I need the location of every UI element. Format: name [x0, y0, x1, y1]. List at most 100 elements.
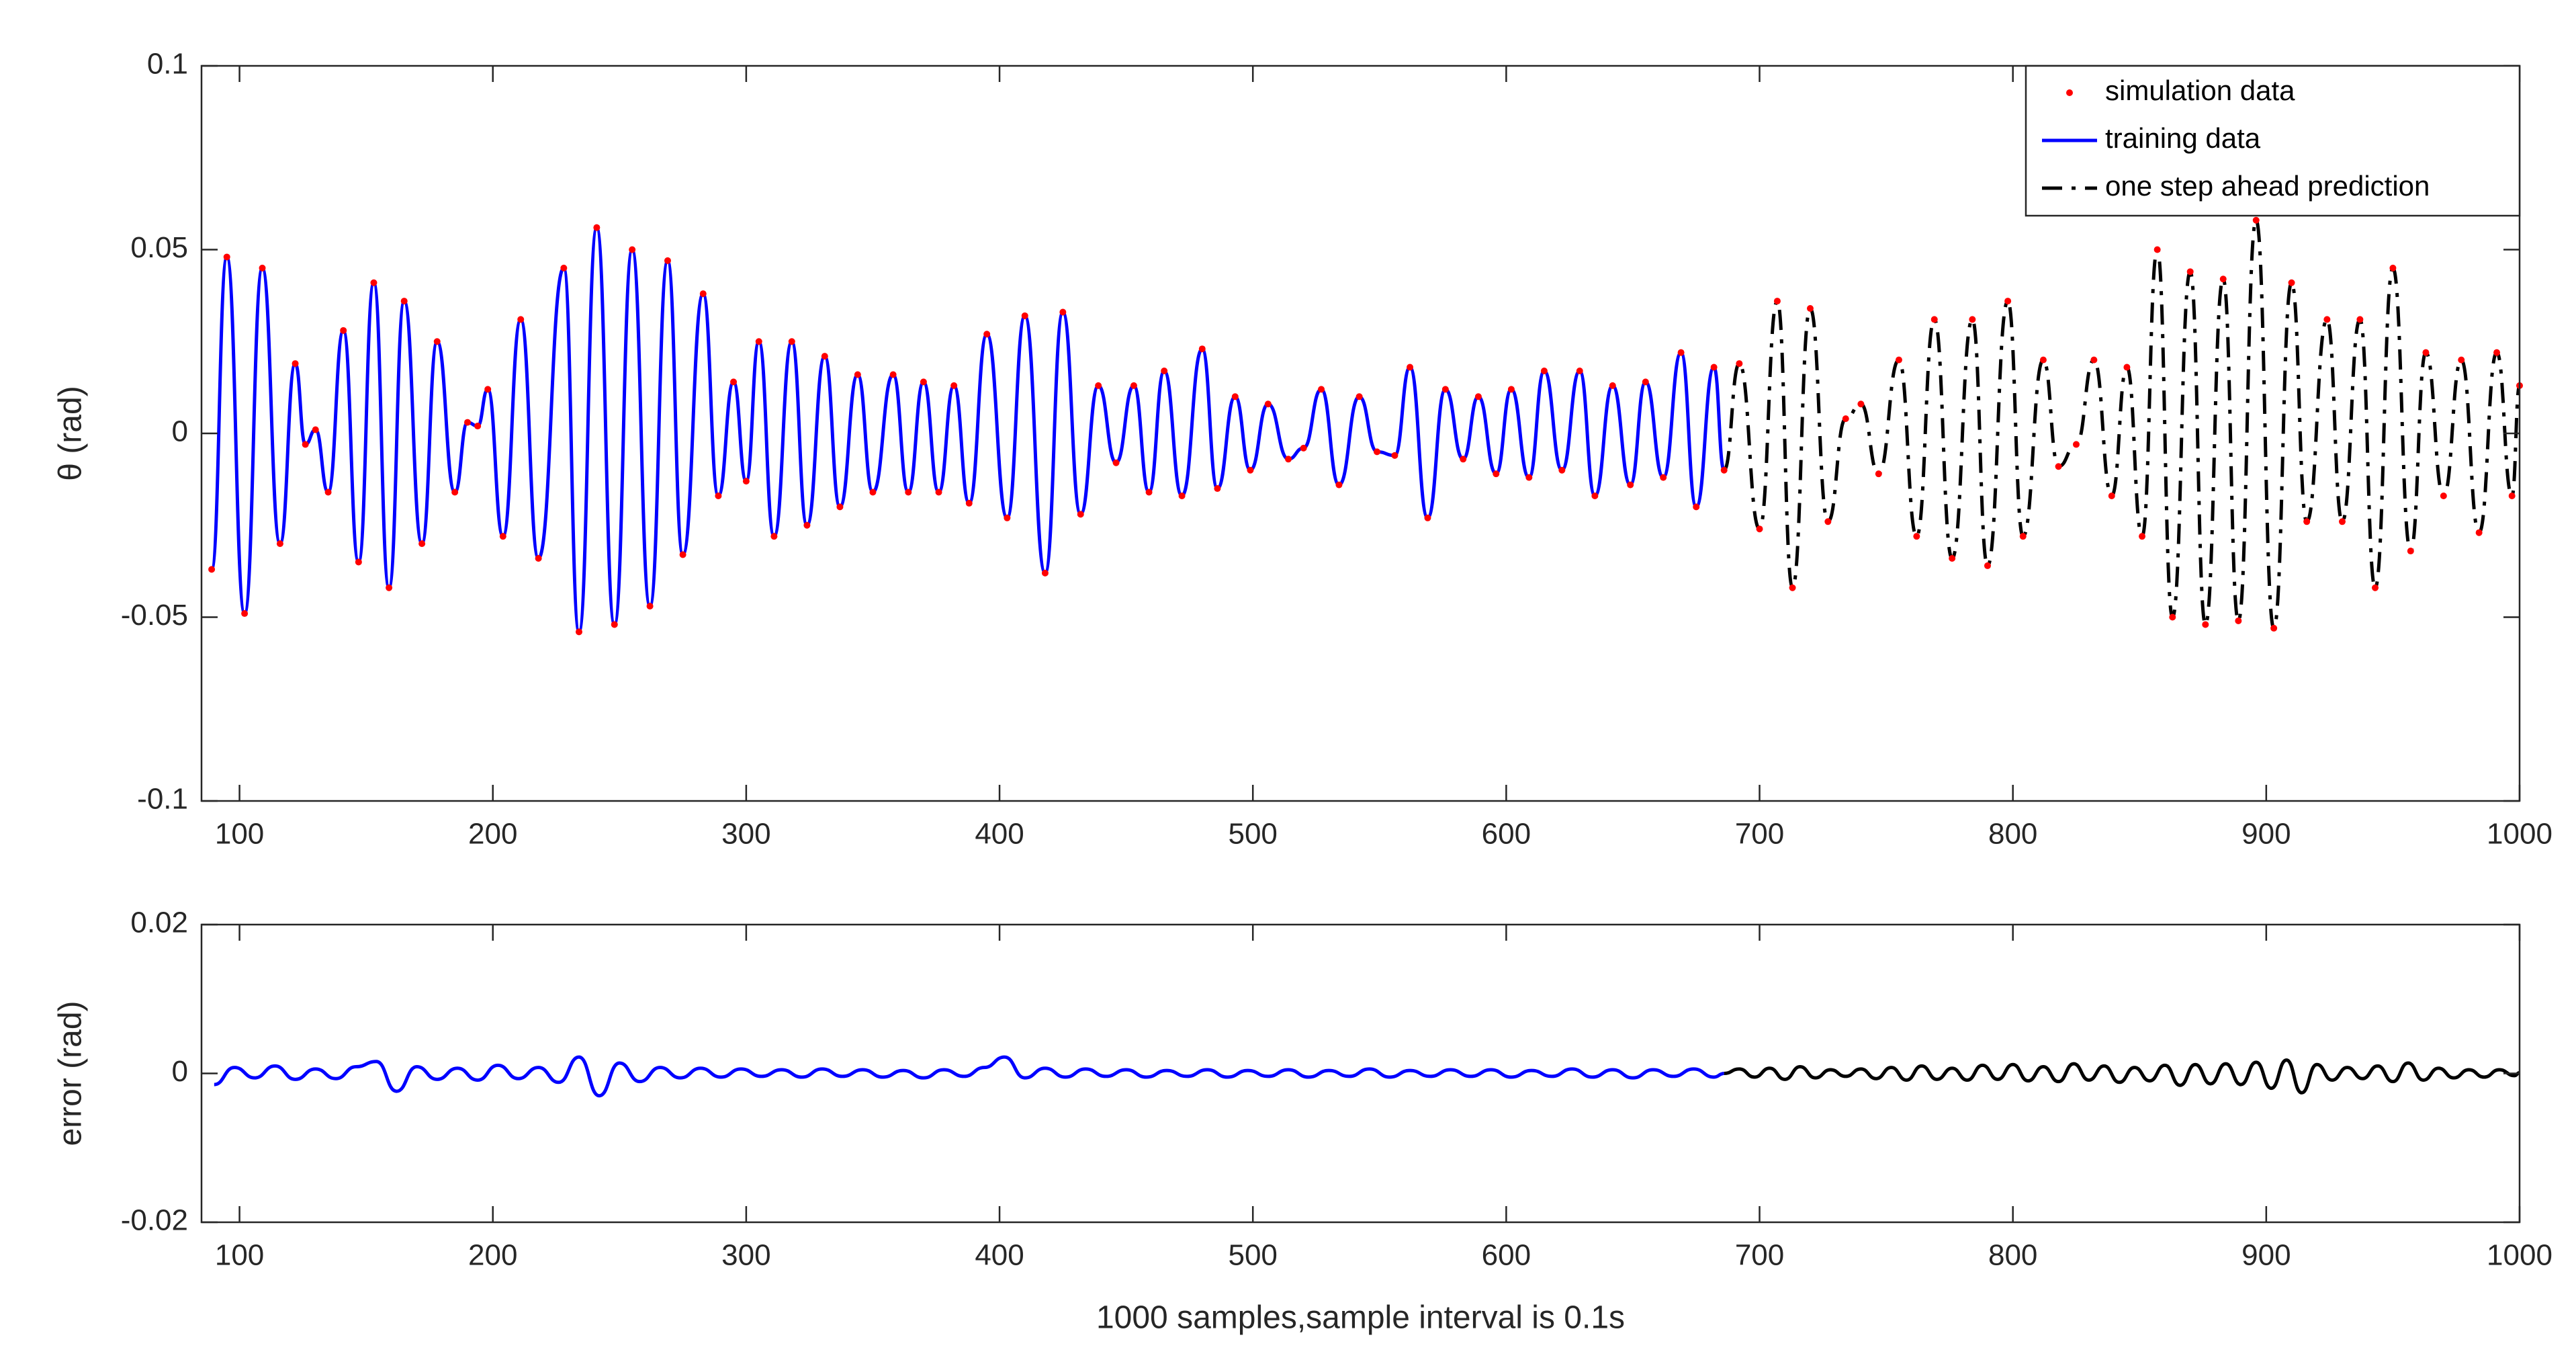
- data-point: [889, 371, 897, 378]
- data-point: [2303, 518, 2311, 525]
- data-point: [1677, 349, 1685, 356]
- x-tick-label: 1000: [2487, 818, 2552, 851]
- data-point: [715, 492, 722, 499]
- data-point: [370, 279, 377, 286]
- legend-swatch: [2066, 89, 2073, 96]
- data-point: [223, 253, 230, 261]
- data-point: [1710, 364, 1718, 371]
- x-tick-label: 400: [975, 818, 1024, 851]
- data-point: [1660, 474, 1667, 481]
- data-point: [1857, 400, 1865, 408]
- data-point: [324, 488, 332, 496]
- x-tick-label: 600: [1482, 1239, 1531, 1272]
- data-point: [433, 338, 441, 345]
- axes: 100 200 300 400 500 600 700 800 900 1000 -0.1 -0.05…: [53, 48, 2552, 851]
- y-tick-label: 0: [172, 415, 188, 448]
- data-point: [1540, 368, 1548, 375]
- data-point: [770, 533, 778, 540]
- data-point: [386, 584, 393, 591]
- y-tick-label: -0.05: [121, 599, 188, 632]
- data-point: [821, 353, 828, 360]
- data-point: [611, 621, 618, 628]
- x-tick-label: 500: [1228, 1239, 1277, 1272]
- data-point: [1145, 488, 1153, 496]
- data-point: [1441, 386, 1449, 393]
- legend-box: [2025, 65, 2521, 217]
- data-point: [1300, 444, 1307, 452]
- data-point: [302, 441, 309, 448]
- data-point: [755, 338, 762, 345]
- data-point: [1507, 386, 1515, 393]
- data-point: [2019, 533, 2027, 540]
- data-point: [2123, 364, 2131, 371]
- data-point: [2235, 617, 2242, 624]
- data-point: [2475, 529, 2483, 536]
- data-point: [1895, 356, 1902, 364]
- data-point: [1493, 470, 1500, 478]
- data-point: [1525, 474, 1533, 481]
- data-point: [1591, 492, 1599, 499]
- data-point: [560, 264, 568, 271]
- legend-label: one step ahead prediction: [2105, 170, 2430, 202]
- data-point: [1474, 393, 1482, 400]
- data-point: [646, 603, 654, 610]
- data-point: [2108, 492, 2115, 499]
- data-point: [788, 338, 795, 345]
- data-point: [1231, 393, 1239, 400]
- legend: simulation data training data one step ahe…: [2025, 65, 2521, 217]
- data-point: [2055, 463, 2062, 470]
- y-tick-label: 0: [172, 1055, 188, 1088]
- x-tick-label: 800: [1988, 818, 2037, 851]
- data-point: [355, 558, 362, 566]
- series-line: [1724, 1058, 2520, 1095]
- data-point: [2458, 356, 2465, 364]
- data-point: [1806, 305, 1814, 312]
- data-point: [1095, 382, 1102, 389]
- data-point: [1969, 316, 1976, 323]
- data-point: [935, 488, 942, 496]
- data-point: [1424, 514, 1431, 521]
- data-point: [869, 488, 877, 496]
- data-point: [1460, 456, 1467, 463]
- data-point: [1112, 459, 1120, 466]
- y-tick-label: -0.02: [121, 1204, 188, 1237]
- data-point: [474, 423, 482, 430]
- data-point: [2323, 316, 2331, 323]
- data-point: [292, 360, 299, 368]
- data-point: [2169, 613, 2176, 621]
- data-point: [836, 503, 844, 511]
- data-point: [2039, 356, 2047, 364]
- data-point: [629, 246, 636, 253]
- x-tick-label: 1000: [2487, 1239, 2552, 1272]
- data-point: [1756, 525, 1763, 533]
- data-point: [1214, 485, 1221, 493]
- data-point: [1161, 368, 1168, 375]
- series-line: [1722, 218, 2522, 630]
- data-point: [1949, 554, 1956, 562]
- y-axis-label: θ (rad): [53, 386, 89, 480]
- data-point: [1264, 400, 1272, 408]
- data-point: [464, 419, 472, 426]
- x-tick-label: 800: [1988, 1239, 2037, 1272]
- data-point: [1198, 345, 1206, 353]
- data-point: [1913, 533, 1920, 540]
- data-point: [2186, 268, 2194, 275]
- x-tick-label: 700: [1735, 818, 1784, 851]
- data-point: [484, 386, 492, 393]
- x-tick-label: 500: [1228, 818, 1277, 851]
- x-axis-label: 1000 samples,sample interval is 0.1s: [1096, 1300, 1625, 1336]
- data-point: [400, 298, 408, 305]
- data-point: [1178, 492, 1186, 499]
- data-point: [730, 378, 738, 386]
- data-point: [2440, 492, 2447, 499]
- data-point: [1130, 382, 1137, 389]
- data-point: [803, 521, 811, 529]
- x-tick-label: 900: [2241, 1239, 2291, 1272]
- data-point: [2004, 298, 2012, 305]
- x-tick-label: 200: [468, 1239, 517, 1272]
- x-tick-label: 200: [468, 818, 517, 851]
- data-point: [312, 426, 319, 433]
- data-point: [2252, 216, 2260, 224]
